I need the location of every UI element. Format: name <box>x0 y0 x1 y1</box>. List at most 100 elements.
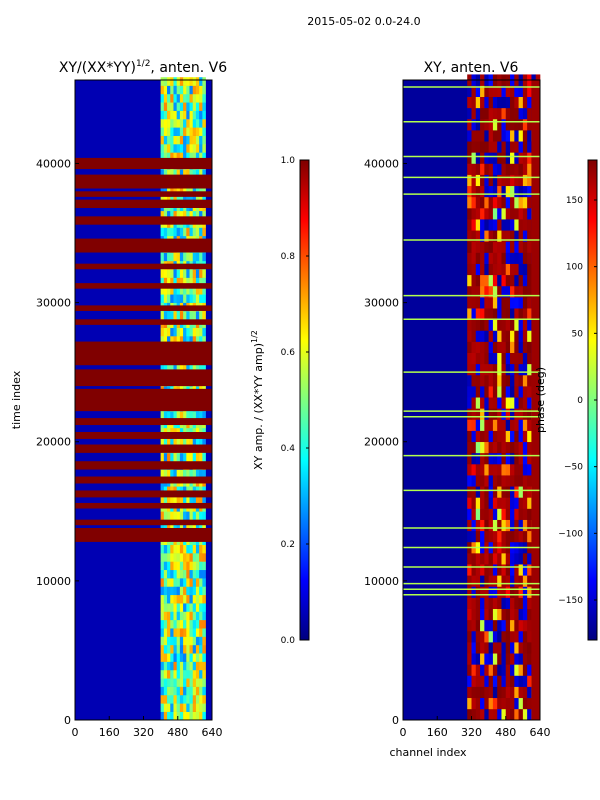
heatmap-cell <box>189 436 194 445</box>
heatmap-cell <box>471 263 477 276</box>
heatmap-cell <box>199 644 203 654</box>
heatmap-cell <box>484 397 489 409</box>
heatmap-cell <box>492 96 498 109</box>
heatmap-cell <box>522 363 528 376</box>
heatmap-cell <box>492 196 498 209</box>
heatmap-cell <box>505 107 511 120</box>
heatmap-cell <box>199 511 203 520</box>
saturated-band <box>75 444 212 453</box>
heatmap-cell <box>497 575 502 587</box>
heatmap-cell <box>522 107 528 120</box>
heatmap-cell <box>163 277 168 287</box>
heatmap-cell <box>518 241 524 253</box>
heatmap-cell <box>183 310 187 320</box>
heatmap-cell <box>488 619 494 632</box>
heatmap-cell <box>497 330 502 342</box>
heatmap-cell <box>522 330 528 342</box>
heatmap-cell <box>505 564 511 576</box>
heatmap-cell <box>514 163 519 175</box>
heatmap-cell <box>192 310 197 320</box>
heatmap-cell <box>510 686 515 699</box>
heatmap-cell <box>510 586 515 598</box>
heatmap-cell <box>160 327 165 337</box>
heatmap-cell <box>488 174 494 187</box>
heatmap-cell <box>518 419 524 431</box>
heatmap-cell <box>167 185 171 195</box>
heatmap-cell <box>471 374 477 387</box>
heatmap-cell <box>471 241 477 253</box>
heatmap-cell <box>501 341 507 353</box>
heatmap-cell <box>170 269 174 278</box>
heatmap-cell <box>179 578 184 587</box>
heatmap-cell <box>501 664 507 676</box>
heatmap-cell <box>492 319 498 331</box>
heatmap-cell <box>518 586 524 598</box>
colorbar-tick-label: 0.2 <box>281 540 295 550</box>
heatmap-cell <box>501 308 507 320</box>
heatmap-cell <box>484 352 489 365</box>
heatmap-cell <box>492 386 498 398</box>
heatmap-cell <box>195 561 200 571</box>
heatmap-cell <box>514 475 519 487</box>
heatmap-cell <box>505 130 511 142</box>
heatmap-cell <box>475 697 481 710</box>
heatmap-cell <box>202 686 206 696</box>
heatmap-cell <box>195 628 200 637</box>
heatmap-cell <box>527 330 532 342</box>
heatmap-cell <box>160 361 165 370</box>
heatmap-cell <box>497 241 502 253</box>
heatmap-cell <box>163 578 168 587</box>
heatmap-cell <box>192 436 197 445</box>
heatmap-cell <box>475 419 481 431</box>
heatmap-cell <box>501 708 507 721</box>
heatmap-cell <box>189 194 194 203</box>
heatmap-cell <box>183 544 187 554</box>
heatmap-cell <box>192 553 197 562</box>
heatmap-cell <box>202 544 206 554</box>
heatmap-cell <box>480 608 485 621</box>
heatmap-cell <box>179 628 184 637</box>
heatmap-cell <box>501 452 507 465</box>
heatmap-cell <box>202 93 206 103</box>
heatmap-cell <box>518 363 524 376</box>
heatmap-cell <box>170 252 174 262</box>
heatmap-cell <box>488 96 494 109</box>
heatmap-cell <box>514 230 519 242</box>
heatmap-cell <box>514 374 519 387</box>
heatmap-cell <box>176 185 181 195</box>
heatmap-cell <box>497 263 502 276</box>
heatmap-cell <box>497 519 502 532</box>
heatmap-cell <box>480 408 485 420</box>
heatmap-cell <box>176 227 181 237</box>
heatmap-cell <box>480 697 485 710</box>
heatmap-cell <box>514 686 519 699</box>
heatmap-cell <box>160 110 165 120</box>
heatmap-cell <box>199 436 203 445</box>
heatmap-cell <box>488 475 494 487</box>
heatmap-cell <box>195 361 200 370</box>
heatmap-cell <box>497 508 502 520</box>
heatmap-cell <box>471 252 477 264</box>
heatmap-cell <box>518 319 524 331</box>
heatmap-cell <box>199 294 203 303</box>
heatmap-cell <box>186 294 190 303</box>
heatmap-cell <box>170 118 174 128</box>
heatmap-cell <box>163 310 168 320</box>
heatmap-cell <box>518 619 524 632</box>
heatmap-cell <box>467 130 472 142</box>
heatmap-cell <box>497 486 502 498</box>
heatmap-cell <box>484 553 489 565</box>
heatmap-cell <box>475 708 481 721</box>
heatmap-cell <box>484 85 489 97</box>
heatmap-cell <box>183 569 187 579</box>
heatmap-cell <box>480 452 485 465</box>
heatmap-cell <box>518 130 524 142</box>
heatmap-cell <box>192 653 197 662</box>
heatmap-cell <box>488 497 494 509</box>
heatmap-cell <box>179 102 184 111</box>
heatmap-cell <box>467 575 472 587</box>
heatmap-cell <box>514 564 519 576</box>
heatmap-cell <box>475 252 481 264</box>
heatmap-cell <box>173 661 177 671</box>
heatmap-cell <box>192 686 197 696</box>
